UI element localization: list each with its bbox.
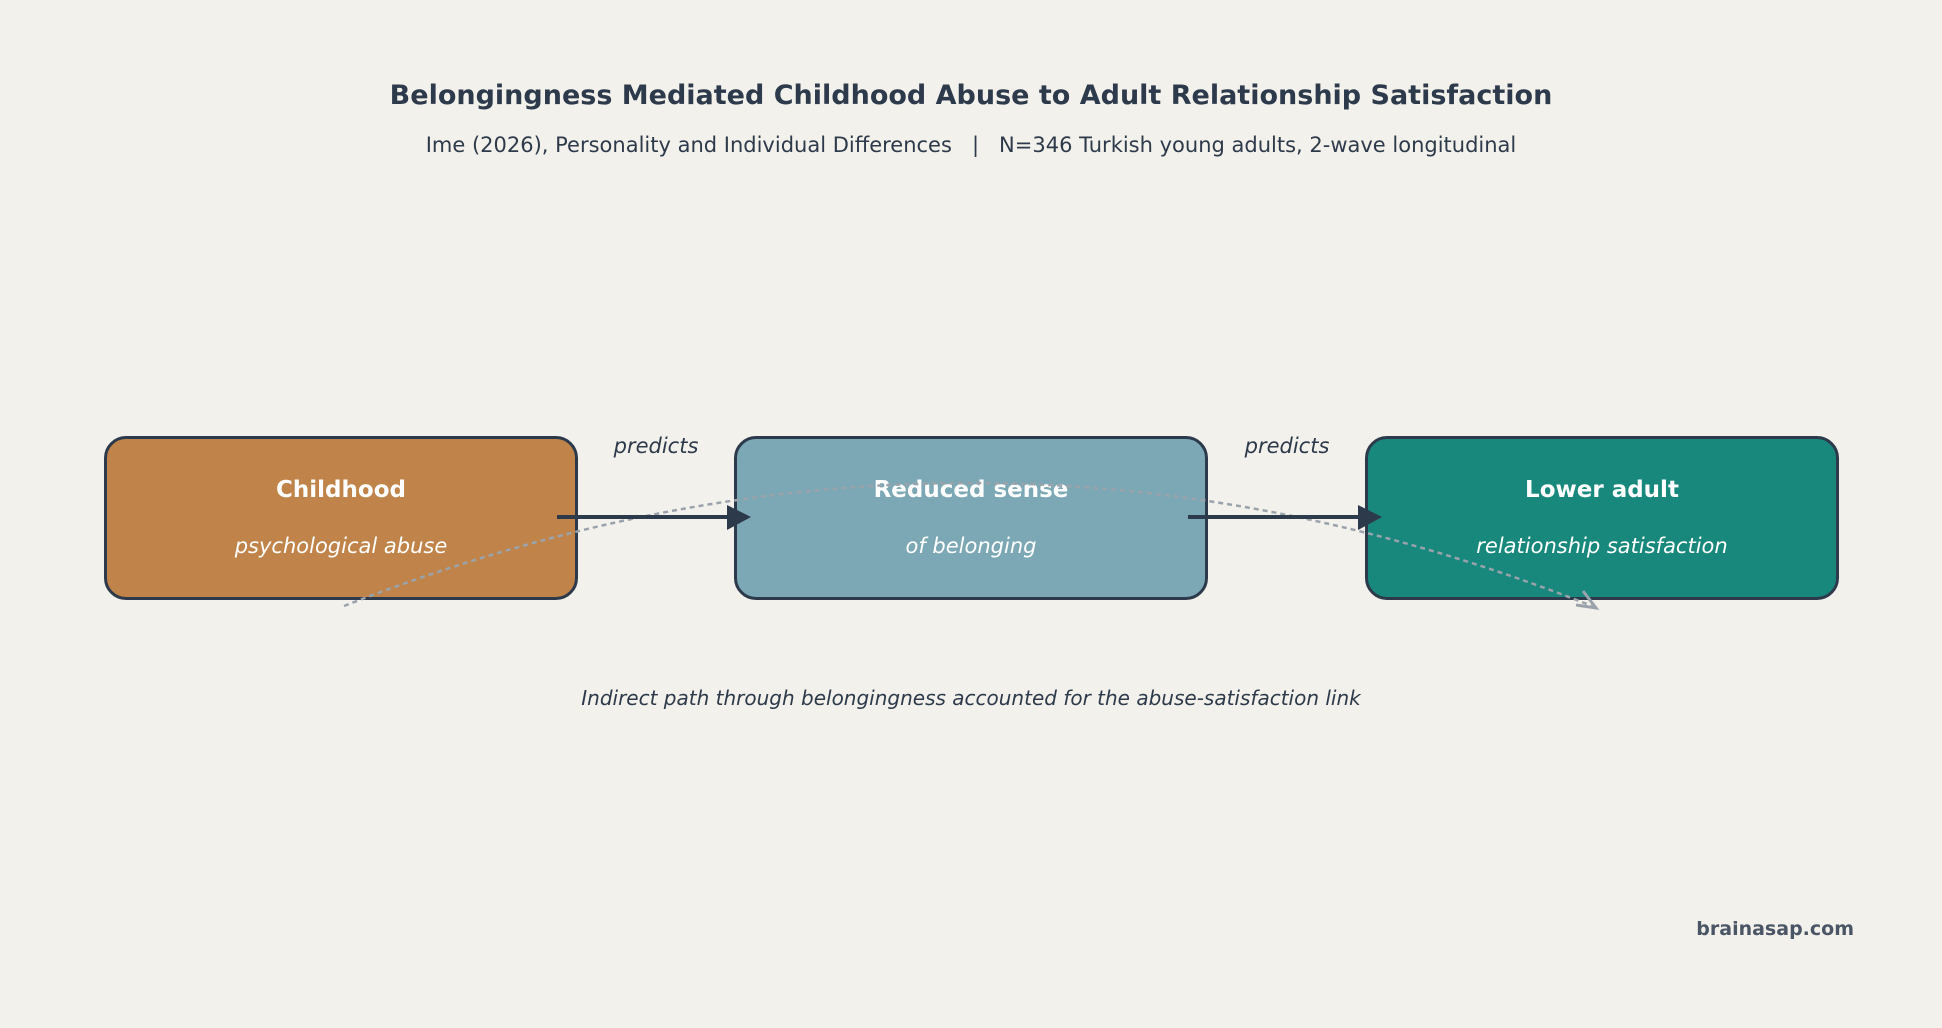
node-main-label: Lower adult <box>1525 477 1679 503</box>
node-sub-label: psychological abuse <box>234 534 448 558</box>
arrow-belonging-to-satisfaction-head <box>1358 505 1382 530</box>
diagram-title: Belongingness Mediated Childhood Abuse t… <box>389 80 1553 111</box>
brand-watermark: brainasap.com <box>1696 918 1854 940</box>
node-childhood-abuse: Childhood psychological abuse <box>104 436 578 600</box>
indirect-path-arrowhead <box>1575 590 1600 611</box>
node-sub-label: relationship satisfaction <box>1476 534 1728 558</box>
indirect-path-curve <box>343 481 1593 608</box>
edge-label-predicts: predicts <box>613 434 699 458</box>
node-sub-label: of belonging <box>905 534 1037 558</box>
diagram-caption: Indirect path through belongingness acco… <box>581 686 1361 710</box>
node-main-label: Childhood <box>276 477 406 503</box>
node-relationship-satisfaction: Lower adult relationship satisfaction <box>1365 436 1839 600</box>
edge-label-predicts: predicts <box>1244 434 1330 458</box>
node-main-label: Reduced sense <box>873 477 1069 503</box>
node-belonging: Reduced sense of belonging <box>734 436 1208 600</box>
diagram-subtitle: Ime (2026), Personality and Individual D… <box>425 133 1517 157</box>
arrow-abuse-to-belonging-head <box>727 505 751 530</box>
